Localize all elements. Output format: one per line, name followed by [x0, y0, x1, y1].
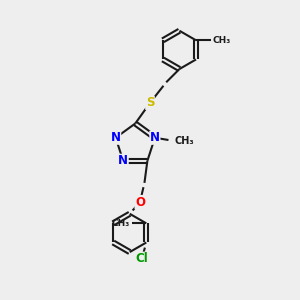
Text: N: N — [111, 131, 121, 144]
Text: N: N — [150, 131, 160, 144]
Text: O: O — [135, 196, 145, 208]
Text: CH₃: CH₃ — [112, 219, 130, 228]
Text: Cl: Cl — [136, 252, 148, 265]
Text: CH₃: CH₃ — [212, 36, 230, 45]
Text: N: N — [118, 154, 128, 167]
Text: S: S — [146, 96, 154, 110]
Text: CH₃: CH₃ — [174, 136, 194, 146]
